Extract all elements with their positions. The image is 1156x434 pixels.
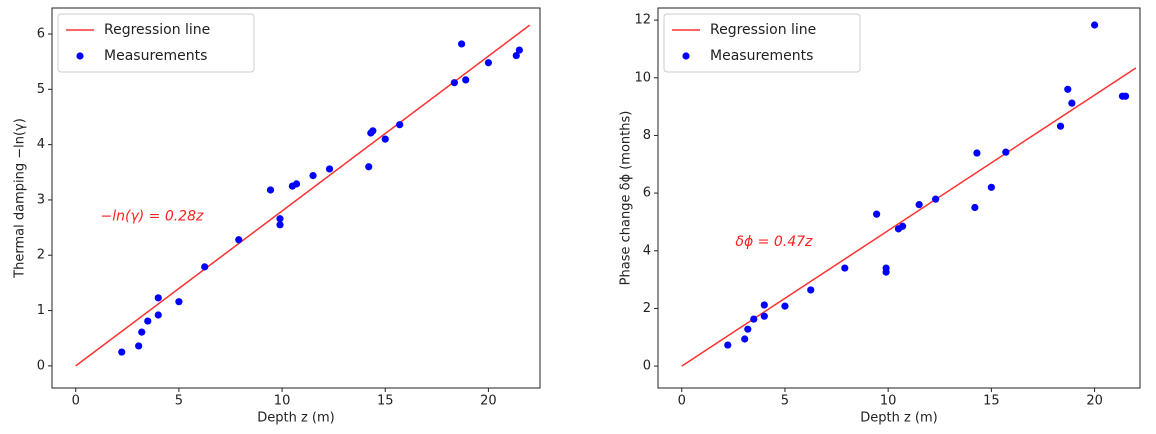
measurement-point	[462, 76, 470, 84]
measurement-point	[724, 341, 732, 349]
measurement-point	[266, 186, 275, 194]
measurement-point	[235, 236, 243, 244]
x-tick-label: 20	[480, 394, 497, 409]
legend-marker	[76, 52, 84, 60]
y-tick-label: 12	[634, 13, 651, 28]
y-tick-label: 6	[643, 186, 651, 201]
measurement-point	[512, 51, 520, 60]
measurement-point	[873, 210, 881, 218]
y-tick-label: 0	[643, 359, 651, 374]
x-tick-label: 5	[781, 394, 789, 409]
measurement-point	[750, 315, 758, 323]
legend-box	[663, 13, 861, 73]
y-axis-label: Thermal damping −ln(γ)	[13, 118, 28, 279]
measurement-point	[744, 325, 752, 333]
measurement-point	[1056, 122, 1065, 130]
legend-box	[57, 13, 255, 73]
x-tick-label: 0	[72, 394, 80, 409]
x-axis-label: Depth z (m)	[860, 411, 938, 426]
measurement-point	[396, 121, 404, 129]
x-tick-label: 15	[377, 394, 394, 409]
measurement-point	[899, 222, 907, 230]
measurement-point	[118, 348, 126, 356]
measurement-point	[760, 312, 768, 320]
measurement-point	[1121, 92, 1130, 100]
measurement-point	[276, 215, 284, 223]
legend-marker	[682, 52, 690, 60]
measurement-point	[741, 335, 749, 343]
x-tick-label: 20	[1086, 394, 1103, 409]
x-tick-label: 10	[880, 394, 897, 409]
measurement-point	[175, 298, 183, 306]
measurement-point	[1002, 148, 1010, 156]
measurement-point	[1090, 21, 1099, 29]
y-tick-label: 4	[643, 243, 651, 258]
x-tick-label: 10	[274, 394, 291, 409]
measurement-point	[144, 317, 152, 325]
measurement-point	[1068, 99, 1076, 107]
legend-label: Regression line	[710, 22, 816, 38]
legend-label: Measurements	[710, 48, 813, 64]
annotation: δϕ = 0.47z	[735, 234, 813, 250]
measurement-point	[1064, 85, 1072, 93]
y-tick-label: 6	[37, 26, 45, 41]
legend-label: Measurements	[104, 48, 207, 64]
measurement-point	[325, 165, 334, 173]
regression-line	[75, 24, 531, 367]
y-tick-label: 3	[37, 192, 45, 207]
measurement-point	[201, 263, 209, 271]
measurement-point	[135, 342, 143, 350]
measurement-point	[760, 301, 768, 309]
measurement-point	[365, 163, 373, 171]
y-tick-label: 2	[643, 301, 651, 316]
measurement-point	[841, 264, 849, 272]
y-axis-label: Phase change δϕ (months)	[619, 111, 634, 286]
measurement-point	[154, 294, 162, 302]
annotation: −ln(γ) = 0.28z	[100, 209, 204, 225]
x-tick-label: 0	[678, 394, 686, 409]
measurement-point	[138, 328, 146, 336]
y-tick-label: 10	[634, 70, 651, 85]
measurement-point	[309, 171, 317, 180]
plot-frame	[51, 7, 541, 389]
measurement-point	[381, 135, 389, 143]
measurement-point	[807, 286, 815, 294]
y-tick-label: 0	[37, 358, 45, 373]
measurement-point	[781, 302, 789, 310]
x-tick-label: 5	[175, 394, 183, 409]
regression-line	[681, 67, 1137, 367]
measurement-point	[292, 180, 301, 188]
measurement-point	[276, 221, 284, 229]
measurement-point	[971, 203, 979, 212]
y-tick-label: 8	[643, 128, 651, 143]
measurement-point	[932, 195, 940, 203]
x-tick-label: 15	[983, 394, 1000, 409]
measurement-point	[450, 79, 458, 87]
y-tick-label: 5	[37, 82, 45, 97]
x-axis-label: Depth z (m)	[257, 411, 335, 426]
measurement-point	[915, 201, 923, 209]
y-tick-label: 1	[37, 303, 45, 318]
plot-frame	[657, 7, 1141, 389]
measurement-point	[973, 149, 981, 157]
measurement-point	[457, 40, 466, 48]
measurement-point	[484, 59, 493, 67]
y-tick-label: 2	[37, 248, 45, 263]
measurement-point	[987, 183, 995, 191]
measurement-point	[882, 268, 890, 276]
measurement-point	[154, 311, 162, 319]
measurement-point	[515, 46, 523, 54]
measurement-point	[369, 127, 377, 135]
legend-label: Regression line	[104, 22, 210, 38]
y-tick-label: 4	[37, 137, 45, 152]
